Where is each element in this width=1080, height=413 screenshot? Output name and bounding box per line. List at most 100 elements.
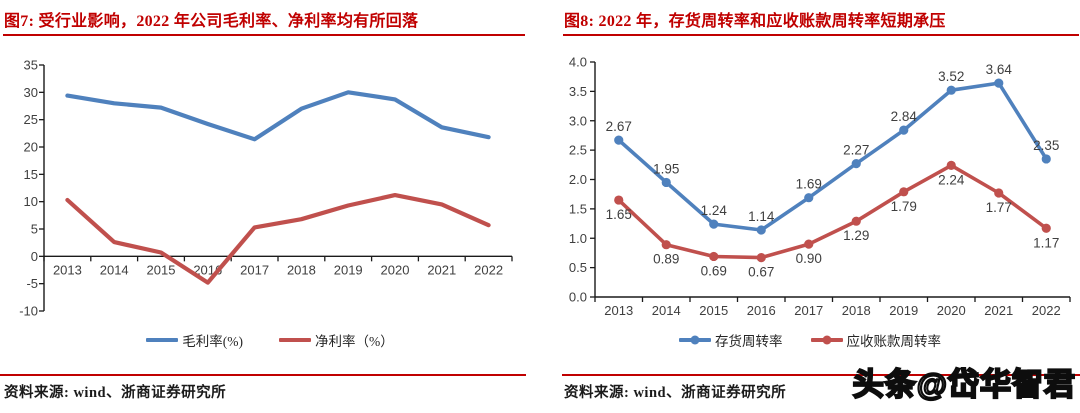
data-label: 0.69: [701, 263, 727, 278]
data-label: 1.24: [701, 203, 728, 218]
data-label: 1.17: [1033, 235, 1059, 250]
data-point-marker: [946, 85, 956, 95]
data-label: 2.35: [1033, 138, 1059, 153]
legend-marker-dot: [822, 335, 831, 345]
legend-item: 应收账款周转率: [810, 330, 942, 350]
x-tick-label: 2015: [147, 262, 176, 277]
data-point-marker: [756, 225, 766, 235]
legend-item: 毛利率(%): [146, 330, 243, 350]
data-point-marker: [994, 188, 1004, 198]
x-tick-label: 2016: [747, 303, 776, 318]
legend-line-swatch: [679, 335, 711, 345]
legend-marker-dot: [690, 335, 700, 345]
data-label: 3.52: [938, 69, 964, 84]
series-line: [65, 90, 491, 142]
series-line: [65, 193, 491, 285]
data-point-marker: [1041, 154, 1051, 164]
y-tick-label: 1.5: [569, 201, 587, 216]
x-tick-label: 2017: [794, 303, 823, 318]
source-note: 资料来源: wind、浙商证券研究所: [564, 385, 787, 401]
y-tick-label: 0: [31, 249, 38, 264]
data-label: 2.24: [938, 172, 965, 187]
source-divider: [0, 374, 526, 376]
data-point-marker: [804, 193, 814, 203]
legend-label: 存货周转率: [715, 334, 783, 349]
y-tick-label: 5: [31, 222, 38, 237]
data-label: 2.84: [891, 109, 918, 124]
data-point-marker: [851, 159, 861, 169]
data-label: 1.29: [843, 228, 869, 243]
y-tick-label: 20: [24, 140, 38, 155]
y-tick-label: 0.0: [569, 290, 587, 305]
legend-label: 应收账款周转率: [846, 334, 942, 349]
x-tick-label: 2018: [842, 303, 871, 318]
data-label: 2.27: [843, 143, 869, 158]
chart-legend: 存货周转率 应收账款周转率: [540, 330, 1080, 350]
y-tick-label: 2.0: [569, 172, 587, 187]
data-label: 0.89: [653, 252, 679, 267]
x-tick-label: 2019: [334, 262, 363, 277]
data-point-marker: [661, 240, 671, 250]
turnover-line-chart: 4.0 3.5 3.0 2.5 2.0 1.5 1.0 0.5 0.0 2013 2014 2015 2…: [569, 55, 1071, 318]
toutiao-watermark: 头条@岱华智君: [852, 366, 1076, 403]
x-tick-label: 2020: [381, 262, 410, 277]
data-label: 2.67: [606, 119, 632, 134]
x-tick-label: 2017: [240, 262, 269, 277]
legend-line-swatch: [279, 338, 311, 342]
source-divider: [562, 374, 1080, 376]
source-note: 资料来源: wind、浙商证券研究所: [4, 385, 227, 401]
data-point-marker: [756, 253, 766, 263]
x-tick-label: 2014: [100, 262, 129, 277]
figure-7-panel: 图7: 受行业影响，2022 年公司毛利率、净利率均有所回落 35 30 25 20 1…: [0, 13, 540, 401]
x-tick-label: 2022: [1032, 303, 1061, 318]
y-tick-label: 2.5: [569, 143, 587, 158]
figure-8-title: 图8: 2022 年，存货周转率和应收账款周转率短期承压: [564, 13, 946, 30]
x-tick-label: 2015: [699, 303, 728, 318]
legend-item: 存货周转率: [679, 330, 783, 350]
data-label: 1.14: [748, 209, 775, 224]
x-tick-label: 2021: [984, 303, 1013, 318]
data-label: 0.67: [748, 265, 774, 280]
data-point-marker: [709, 219, 719, 229]
data-point-marker: [661, 177, 671, 188]
figure-7-title: 图7: 受行业影响，2022 年公司毛利率、净利率均有所回落: [4, 13, 419, 30]
x-tick-label: 2021: [427, 262, 456, 277]
chart-legend: 毛利率(%) 净利率（%）: [0, 330, 540, 350]
y-tick-label: 0.5: [569, 260, 587, 275]
data-label: 1.95: [653, 161, 679, 176]
y-tick-label: 1.0: [569, 231, 587, 246]
data-label: 0.90: [796, 251, 822, 266]
x-tick-label: 2022: [474, 262, 503, 277]
data-point-marker: [709, 251, 719, 262]
y-tick-label: 15: [24, 167, 38, 182]
data-point-marker: [994, 78, 1004, 88]
data-label: 1.69: [796, 177, 822, 192]
data-point-marker: [851, 216, 861, 226]
series-line: [617, 163, 1049, 260]
data-point-marker: [946, 160, 956, 170]
x-tick-label: 2018: [287, 262, 316, 277]
figure-8-panel: 图8: 2022 年，存货周转率和应收账款周转率短期承压 4.0 3.5 3.0 2.…: [540, 0, 1080, 413]
data-label: 1.77: [986, 200, 1012, 215]
data-point-marker: [614, 195, 624, 205]
legend-line-swatch: [810, 335, 843, 345]
series-line: [617, 81, 1049, 232]
data-point-marker: [1041, 223, 1051, 233]
data-label: 1.79: [891, 199, 917, 214]
data-point-marker: [804, 239, 814, 249]
y-tick-label: 3.5: [569, 84, 587, 99]
title-divider: [3, 34, 525, 36]
legend-label: 毛利率(%): [182, 334, 243, 349]
title-divider: [563, 34, 1079, 36]
x-tick-label: 2014: [652, 303, 681, 318]
y-tick-label: -5: [26, 276, 38, 291]
data-point-marker: [614, 135, 624, 145]
y-tick-label: 3.0: [569, 113, 587, 128]
legend-item: 净利率（%）: [279, 330, 394, 350]
y-tick-label: 4.0: [569, 55, 587, 70]
x-tick-label: 2020: [937, 303, 966, 318]
data-point-marker: [899, 125, 909, 135]
y-tick-label: 10: [24, 194, 38, 209]
y-tick-label: 30: [24, 85, 38, 100]
